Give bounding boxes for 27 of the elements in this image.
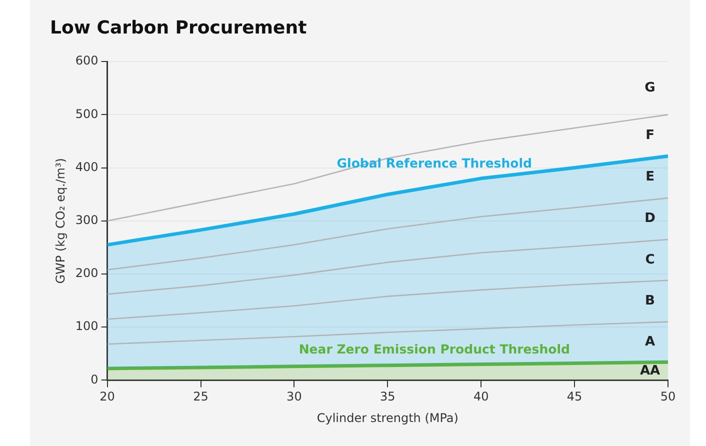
y-tick-label: 500 xyxy=(75,106,98,121)
annotation: F xyxy=(646,128,654,143)
chart-title: Low Carbon Procurement xyxy=(50,17,308,38)
x-tick-label: 25 xyxy=(193,390,208,404)
x-tick-label: 40 xyxy=(473,390,489,404)
y-axis-title: GWP (kg CO₂ eq./m³) xyxy=(53,158,68,284)
series-label: Global Reference Threshold xyxy=(336,155,532,170)
annotation: D xyxy=(644,211,656,226)
annotation: G xyxy=(644,80,656,96)
annotation: A xyxy=(644,334,656,350)
annotation: B xyxy=(645,293,655,308)
annotation: AA xyxy=(640,364,660,379)
y-tick-label: 0 xyxy=(90,372,98,386)
x-tick-label: 30 xyxy=(286,390,302,404)
annotation: C xyxy=(645,252,655,268)
series-label: Near Zero Emission Product Threshold xyxy=(298,341,570,356)
y-tick-label: 600 xyxy=(75,54,98,68)
y-tick-label: 100 xyxy=(75,319,98,334)
x-tick-label: 35 xyxy=(380,390,396,404)
y-tick-label: 400 xyxy=(75,160,98,174)
x-axis-title: Cylinder strength (MPa) xyxy=(316,410,458,425)
y-tick-label: 200 xyxy=(75,266,98,280)
annotation: E xyxy=(646,169,654,184)
x-tick-label: 45 xyxy=(566,390,582,404)
x-tick-label: 20 xyxy=(100,390,115,404)
y-tick-label: 300 xyxy=(75,213,98,228)
x-tick-label: 50 xyxy=(660,390,676,404)
